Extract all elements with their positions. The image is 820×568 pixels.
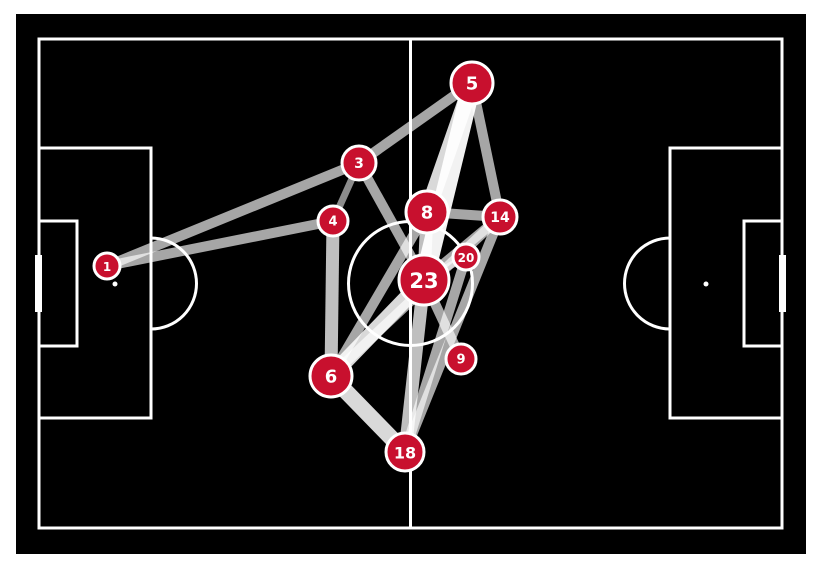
left-penalty-spot <box>112 281 118 287</box>
player-number-label: 8 <box>421 203 434 224</box>
pass-edge-23-18 <box>398 279 431 453</box>
player-number-label: 14 <box>490 210 510 226</box>
player-marker <box>316 204 350 238</box>
pass-edge-4-6 <box>324 220 340 377</box>
player-marker <box>404 189 450 235</box>
pass-edge-5-23 <box>414 80 482 283</box>
player-node-23: 23 <box>397 253 451 307</box>
player-number-label: 1 <box>103 260 111 274</box>
player-marker <box>340 144 378 182</box>
player-node-20: 20 <box>451 242 481 272</box>
player-node-1: 1 <box>92 251 122 281</box>
pass-edge-18-14 <box>400 215 505 454</box>
player-node-9: 9 <box>444 342 478 376</box>
player-node-14: 14 <box>481 198 519 236</box>
pass-edge-1-4 <box>106 216 334 271</box>
player-number-label: 3 <box>354 156 364 172</box>
pass-edge-3-5 <box>356 78 475 168</box>
player-number-label: 6 <box>325 367 338 388</box>
player-node-4: 4 <box>316 204 350 238</box>
right-penalty-spot <box>703 281 709 287</box>
right-penalty-arc <box>623 236 671 331</box>
player-marker <box>444 342 478 376</box>
player-node-8: 8 <box>404 189 450 235</box>
player-node-6: 6 <box>308 353 354 399</box>
player-marker <box>451 242 481 272</box>
player-number-label: 4 <box>328 215 337 230</box>
player-node-18: 18 <box>384 431 426 473</box>
pass-edge-5-14 <box>467 81 505 219</box>
pass-edge-6-8 <box>326 209 432 379</box>
player-marker <box>449 60 495 106</box>
player-number-label: 23 <box>409 269 438 293</box>
player-marker <box>308 353 354 399</box>
pass-edge-1-3 <box>105 158 361 271</box>
player-marker <box>397 253 451 307</box>
player-marker <box>384 431 426 473</box>
player-number-label: 20 <box>458 251 475 265</box>
player-node-3: 3 <box>340 144 378 182</box>
left-goal <box>35 255 42 312</box>
player-number-label: 5 <box>466 74 479 95</box>
player-marker <box>481 198 519 236</box>
player-number-label: 18 <box>394 444 416 463</box>
player-number-label: 9 <box>456 353 465 368</box>
player-marker <box>92 251 122 281</box>
right-goal <box>779 255 786 312</box>
player-nodes: 1 3 4 5 6 8 9 14 18 20 23 <box>92 60 519 473</box>
player-node-5: 5 <box>449 60 495 106</box>
